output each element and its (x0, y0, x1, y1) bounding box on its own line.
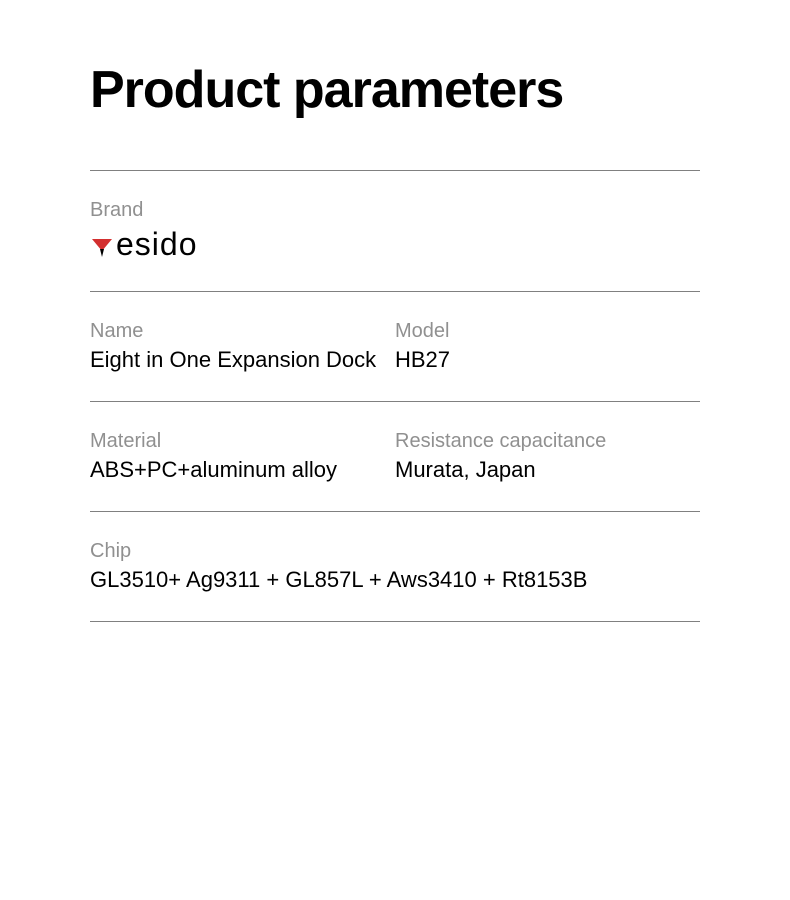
chip-field: Chip GL3510+ Ag9311 + GL857L + Aws3410 +… (90, 540, 700, 593)
resistance-value: Murata, Japan (395, 457, 700, 483)
name-value: Eight in One Expansion Dock (90, 347, 395, 373)
model-field: Model HB27 (395, 320, 700, 373)
model-value: HB27 (395, 347, 700, 373)
material-label: Material (90, 430, 395, 453)
model-label: Model (395, 320, 700, 343)
resistance-label: Resistance capacitance (395, 430, 700, 453)
material-resistance-section: Material ABS+PC+aluminum alloy Resistanc… (90, 402, 700, 511)
brand-name: esido (116, 226, 198, 263)
name-label: Name (90, 320, 395, 343)
name-model-section: Name Eight in One Expansion Dock Model H… (90, 292, 700, 401)
brand-logo: esido (90, 226, 700, 263)
page-title: Product parameters (90, 60, 700, 120)
chip-label: Chip (90, 540, 700, 563)
chip-value: GL3510+ Ag9311 + GL857L + Aws3410 + Rt81… (90, 567, 700, 593)
divider (90, 621, 700, 622)
material-field: Material ABS+PC+aluminum alloy (90, 430, 395, 483)
material-value: ABS+PC+aluminum alloy (90, 457, 395, 483)
chip-section: Chip GL3510+ Ag9311 + GL857L + Aws3410 +… (90, 512, 700, 621)
name-field: Name Eight in One Expansion Dock (90, 320, 395, 373)
brand-section: Brand esido (90, 171, 700, 291)
brand-y-icon (90, 235, 114, 259)
brand-label: Brand (90, 199, 700, 222)
resistance-field: Resistance capacitance Murata, Japan (395, 430, 700, 483)
